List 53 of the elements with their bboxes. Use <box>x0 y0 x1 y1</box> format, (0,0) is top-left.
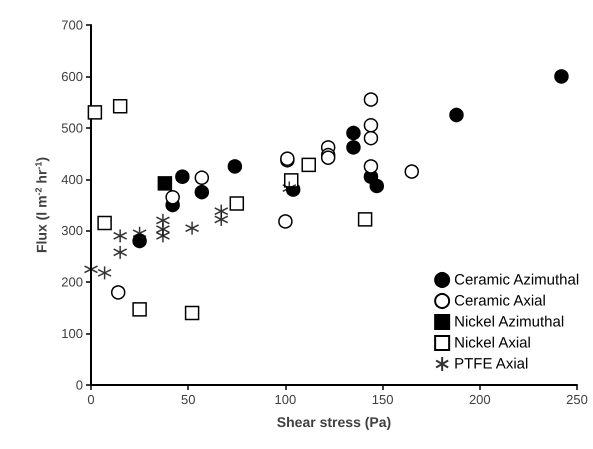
point <box>364 92 378 107</box>
x-tick-label: 100 <box>274 392 296 407</box>
legend-label: PTFE Axial <box>454 356 528 372</box>
point <box>158 176 172 191</box>
y-tick-label: 0 <box>76 378 83 392</box>
point <box>110 285 126 300</box>
point <box>554 69 569 84</box>
point <box>165 190 180 205</box>
point <box>228 159 242 174</box>
y-axis-title: Flux (l m-2 hr-1) <box>34 156 50 254</box>
x-tick-label: 150 <box>372 392 394 407</box>
point <box>370 178 384 194</box>
point <box>175 169 190 184</box>
point <box>112 228 128 244</box>
y-tick-label: 500 <box>61 120 83 136</box>
x-tick-label: 50 <box>180 392 196 407</box>
point <box>404 164 420 179</box>
y-tick-label: 600 <box>61 68 83 84</box>
y-tick-label: 400 <box>61 172 83 187</box>
point <box>364 130 378 146</box>
legend-label: Nickel Axial <box>454 334 531 352</box>
point <box>112 99 128 114</box>
point <box>88 105 102 120</box>
point <box>156 228 170 244</box>
point <box>184 306 200 320</box>
point <box>97 216 112 230</box>
point <box>184 220 200 236</box>
point <box>364 159 378 174</box>
point <box>364 118 378 133</box>
legend-label: Ceramic Axial <box>454 292 546 310</box>
point <box>346 140 361 155</box>
point <box>194 184 210 200</box>
point <box>194 170 210 185</box>
x-tick-label: 250 <box>566 392 588 407</box>
x-tick-label: 0 <box>87 392 95 407</box>
x-axis-title: Shear stress (Pa) <box>276 414 392 430</box>
point <box>112 245 128 260</box>
y-tick-label: 200 <box>61 274 83 290</box>
legend-label: Nickel Azimuthal <box>454 314 564 330</box>
point <box>301 158 316 172</box>
x-tick-label: 200 <box>468 392 491 407</box>
point <box>278 214 293 229</box>
point <box>132 302 147 317</box>
point <box>346 126 361 140</box>
point <box>214 212 228 227</box>
point <box>230 196 244 211</box>
y-tick-label: 300 <box>61 223 83 238</box>
point <box>358 212 372 227</box>
point <box>97 266 112 280</box>
y-tick-label: 100 <box>61 326 83 342</box>
y-tick-label: 700 <box>61 18 83 32</box>
legend-label: Ceramic Azimuthal <box>454 272 580 288</box>
point <box>449 108 464 122</box>
